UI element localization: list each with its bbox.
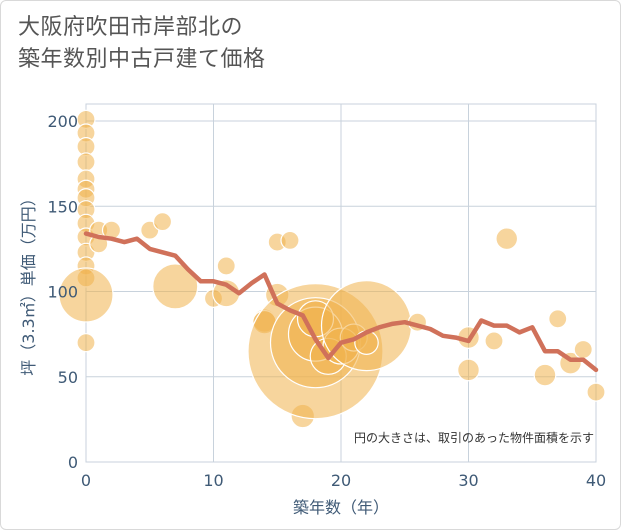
data-bubble [484,331,504,351]
y-tick-label: 100 [47,283,78,302]
trend-line [83,231,599,373]
x-tick-label: 40 [586,471,606,490]
data-bubble [533,363,557,387]
data-bubble [573,339,593,360]
y-tick-label: 200 [47,112,78,131]
x-axis-title: 築年数（年） [293,498,389,517]
data-bubble [457,358,480,382]
x-tick-label: 30 [458,471,478,490]
x-tick-label: 20 [331,471,351,490]
y-axis-ticks: 0 50 100 150 200 [47,112,78,472]
y-axis-title: 坪（3.3㎡）単価（万円） [19,190,38,375]
data-bubble [76,152,96,172]
data-bubble [586,382,606,402]
y-tick-label: 150 [47,197,78,216]
bubble-size-note: 円の大きさは、取引のあった物件面積を示す [354,430,594,445]
chart-title: 大阪府吹田市岸部北の 築年数別中古戸建て価格 [18,12,266,76]
y-tick-label: 50 [58,368,78,387]
data-bubble [76,333,96,353]
data-bubble [152,263,199,310]
title-line-2: 築年数別中古戸建て価格 [18,47,266,72]
data-bubble [58,267,114,323]
title-line-1: 大阪府吹田市岸部北の [18,15,244,40]
data-bubble [216,256,236,276]
bubble-layer [58,109,606,429]
x-axis-ticks: 0 10 20 30 40 [81,471,606,490]
x-tick-label: 10 [203,471,223,490]
y-tick-label: 0 [68,453,78,472]
x-tick-label: 0 [81,471,91,490]
data-bubble [152,212,173,232]
data-bubble [548,309,568,329]
data-bubble [280,230,300,250]
data-bubble [320,280,413,372]
data-bubble [495,227,519,251]
